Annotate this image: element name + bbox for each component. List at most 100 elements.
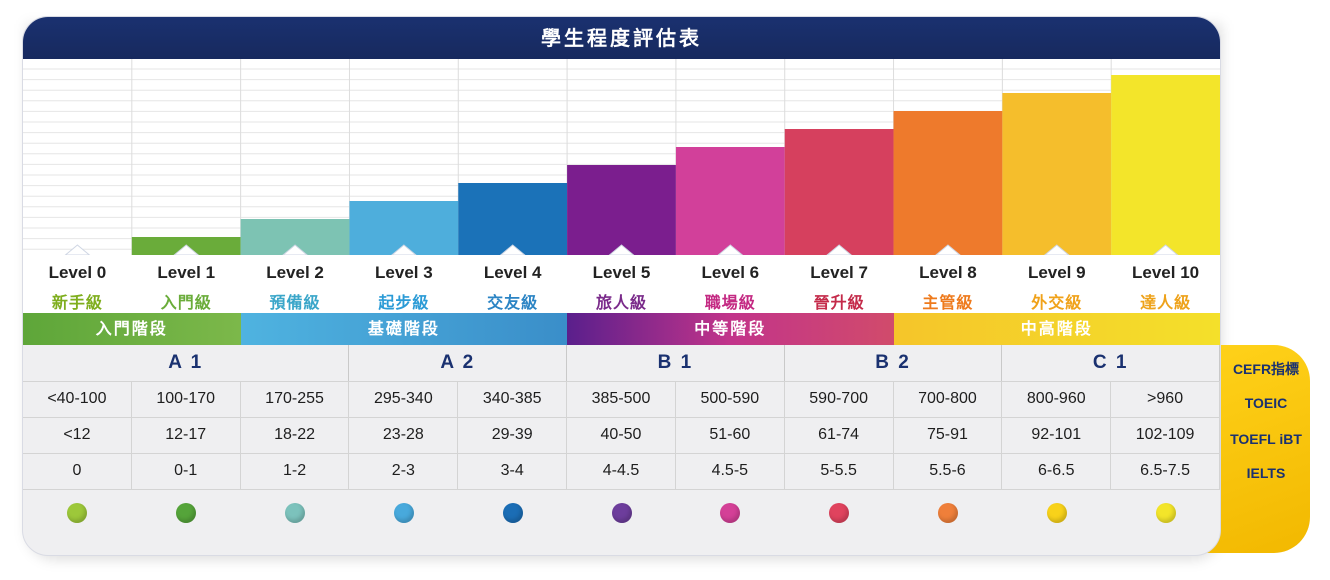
level-name: Level 4 xyxy=(483,263,542,282)
ielts-score-cell: 6-6.5 xyxy=(1002,453,1112,490)
toefl-score-cell: 75-91 xyxy=(893,417,1003,454)
toefl-score-cell: <12 xyxy=(23,417,132,454)
level-sub-label: 職場級 xyxy=(704,293,756,312)
ielts-score-cell: 0 xyxy=(23,453,132,490)
legend-item: TOEFL iBT xyxy=(1230,431,1302,447)
ielts-score-cell: 2-3 xyxy=(349,453,459,490)
ielts-score-cell: 1-2 xyxy=(240,453,350,490)
level-name: Level 7 xyxy=(810,263,868,282)
legend-item: CEFR指標 xyxy=(1232,361,1300,377)
level-name: Level 6 xyxy=(701,263,760,282)
level-dot xyxy=(176,503,197,523)
toefl-score-cell: 61-74 xyxy=(784,417,894,454)
ielts-score-cell: 5-5.5 xyxy=(784,453,894,490)
level-notch xyxy=(282,244,308,255)
level-notch xyxy=(1043,244,1070,255)
toeic-score-cell: 170-255 xyxy=(240,381,350,418)
toeic-score-cell: >960 xyxy=(1111,381,1220,418)
legend-item: IELTS xyxy=(1246,465,1286,481)
level-bar xyxy=(893,111,1003,255)
level-dot xyxy=(937,503,958,523)
level-dot xyxy=(1046,503,1067,523)
level-sub-label: 新手級 xyxy=(51,293,103,312)
level-bar xyxy=(1002,93,1112,255)
ielts-score-cell: 6.5-7.5 xyxy=(1111,453,1220,490)
toefl-score-cell: 40-50 xyxy=(567,417,676,454)
level-name: Level 3 xyxy=(375,263,433,282)
level-dot xyxy=(1155,503,1176,523)
toefl-score-cell: 23-28 xyxy=(349,417,459,454)
level-sub-label: 交友級 xyxy=(487,293,539,312)
toefl-score-cell: 29-39 xyxy=(458,417,568,454)
level-notch xyxy=(391,244,417,255)
level-notch xyxy=(935,244,961,255)
assessment-card: 學生程度評估表 Level 0 新手級 Level 1 入門級 Level 2 預備級 Le… xyxy=(22,16,1221,556)
level-bar xyxy=(458,183,568,255)
cefr-level: C 1 xyxy=(1002,345,1220,382)
cefr-level: B 2 xyxy=(784,345,1003,382)
level-chart xyxy=(23,59,1220,255)
ielts-score-cell: 4.5-5 xyxy=(675,453,785,490)
level-sub-label: 晉升級 xyxy=(813,293,865,312)
toeic-score-cell: 800-960 xyxy=(1002,381,1112,418)
ielts-score-cell: 0-1 xyxy=(131,453,241,490)
level-chart-svg xyxy=(23,59,1220,255)
level-dot xyxy=(285,503,306,523)
level-notch xyxy=(717,244,744,255)
level-dot xyxy=(611,503,632,523)
level-sub-label: 外交級 xyxy=(1031,293,1083,312)
ielts-score-cell: 3-4 xyxy=(458,453,568,490)
cefr-level: B 1 xyxy=(567,345,785,382)
level-sub-label: 達人級 xyxy=(1140,293,1192,312)
level-dot xyxy=(720,503,741,523)
stage-label: 中高階段 xyxy=(893,313,1220,345)
level-dot xyxy=(393,503,414,523)
level-notch xyxy=(64,244,91,255)
level-bar xyxy=(784,129,894,255)
level-bar xyxy=(1111,75,1220,255)
level-bar xyxy=(567,165,676,255)
level-notch xyxy=(173,244,200,255)
level-sub-label: 預備級 xyxy=(269,293,321,312)
level-dot xyxy=(502,503,523,523)
level-dot xyxy=(67,503,88,523)
stage-label: 基礎階段 xyxy=(240,313,568,345)
level-sub-label: 入門級 xyxy=(160,293,212,312)
level-name: Level 5 xyxy=(592,263,651,282)
level-name: Level 9 xyxy=(1027,263,1086,282)
ielts-score-cell: 5.5-6 xyxy=(893,453,1003,490)
cefr-level: A 1 xyxy=(23,345,350,382)
toeic-score-cell: <40-100 xyxy=(23,381,132,418)
level-name: Level 10 xyxy=(1132,263,1200,282)
level-sub-label: 旅人級 xyxy=(595,293,647,312)
level-name: Level 0 xyxy=(48,263,107,282)
toeic-score-cell: 590-700 xyxy=(784,381,894,418)
toefl-score-cell: 12-17 xyxy=(131,417,241,454)
level-name: Level 1 xyxy=(157,263,216,282)
stage-label: 中等階段 xyxy=(567,313,894,345)
level-bar xyxy=(675,147,785,255)
toeic-score-cell: 100-170 xyxy=(131,381,241,418)
toefl-score-cell: 18-22 xyxy=(240,417,350,454)
level-name: Level 8 xyxy=(919,263,977,282)
stage-label: 入門階段 xyxy=(23,313,241,345)
toefl-score-cell: 92-101 xyxy=(1002,417,1112,454)
legend-item: TOEIC xyxy=(1244,395,1288,411)
cefr-level: A 2 xyxy=(349,345,568,382)
toeic-score-cell: 385-500 xyxy=(567,381,676,418)
level-sub-label: 起步級 xyxy=(378,293,430,312)
toeic-score-cell: 700-800 xyxy=(893,381,1003,418)
level-sub-label: 主管級 xyxy=(922,293,974,312)
level-dot xyxy=(829,503,850,523)
level-notch xyxy=(499,244,526,255)
level-notch xyxy=(826,244,852,255)
level-notch xyxy=(608,244,635,255)
ielts-score-cell: 4-4.5 xyxy=(567,453,676,490)
level-notch xyxy=(1152,244,1179,255)
level-name: Level 2 xyxy=(266,263,324,282)
toeic-score-cell: 295-340 xyxy=(349,381,459,418)
toefl-score-cell: 51-60 xyxy=(675,417,785,454)
toeic-score-cell: 340-385 xyxy=(458,381,568,418)
toefl-score-cell: 102-109 xyxy=(1111,417,1220,454)
toeic-score-cell: 500-590 xyxy=(675,381,785,418)
